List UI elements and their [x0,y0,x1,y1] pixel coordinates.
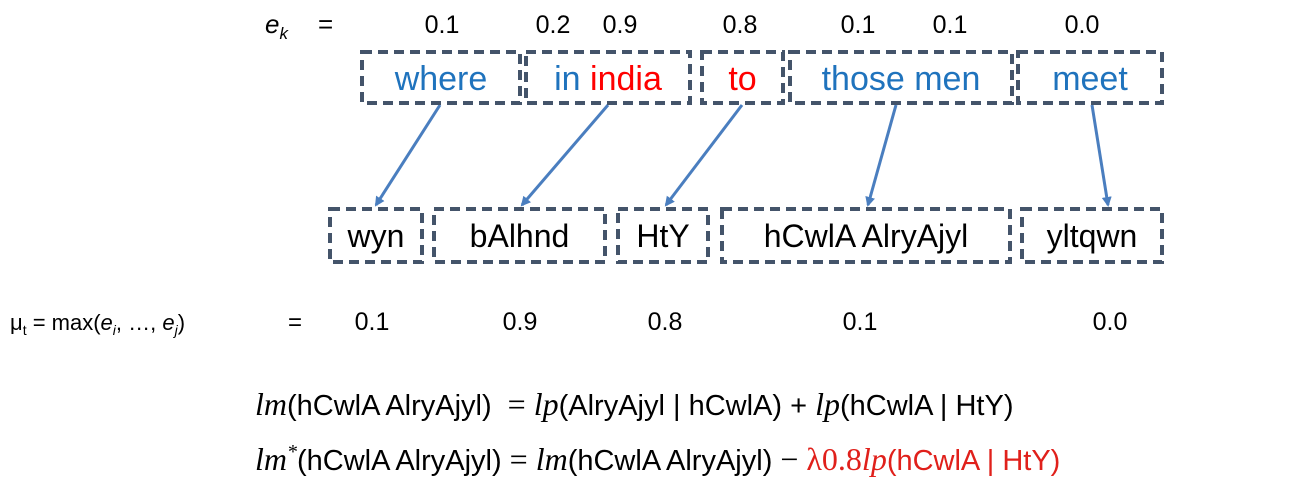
equation-part: lp [862,441,887,477]
source-box [788,50,1014,105]
mu-label: μt = max(ei, …, ej) [10,310,185,338]
ek-value: 0.1 [425,11,460,39]
equation-part: lp [815,386,840,422]
target-word: bAlhnd [470,218,570,254]
arrow [865,104,898,207]
mu-value: 0.0 [1093,308,1128,336]
ek-sub: k [279,24,289,43]
source-word: india [590,60,662,98]
ek-value: 0.0 [1065,11,1100,39]
mu-value: 0.8 [648,308,683,336]
ek-value: 0.1 [841,11,876,39]
mu-part: , …, [116,310,162,335]
equation-part: (hCwlA | HtY) [887,445,1061,477]
mu-eq: = [288,309,302,336]
mu-value: 0.9 [503,308,538,336]
mu-part: i [113,322,117,338]
mu-part: j [173,322,179,338]
target-word: HtY [636,218,689,254]
source-box [360,50,522,105]
target-box [432,207,607,264]
source-word: where [394,60,488,98]
source-word: to [728,60,756,98]
target-box [328,207,424,264]
arrow [520,104,610,207]
source-box [1016,50,1164,105]
source-word: meet [1052,60,1128,98]
equation-part: lm [255,441,287,477]
equation-part: (hCwlA AlryAjyl) [297,445,502,477]
equation-part: λ0.8 [806,441,862,477]
target-box [616,207,710,264]
equation-part: * [287,441,297,463]
mu-part: t [23,322,27,338]
equation-part: lm [255,386,287,422]
mu-value: 0.1 [355,308,390,336]
equation-part: − [772,441,806,477]
equation-part: (hCwlA AlryAjyl) [287,390,492,422]
mu-part: e [101,310,113,335]
source-phrase: those men [822,60,981,98]
ek-value: 0.8 [723,11,758,39]
target-word: hCwlA AlryAjyl [764,218,969,254]
arrows [374,104,1112,207]
source-box [524,50,692,105]
equation: lm(hCwlA AlryAjyl) = lp(AlryAjyl | hCwlA… [255,386,1013,422]
mu-part: ) [178,310,185,335]
equation-part: lp [534,386,559,422]
ek-value: 0.2 [536,11,571,39]
target-box [720,207,1012,264]
arrow [1090,104,1112,207]
ek-value: 0.1 [933,11,968,39]
target-word: wyn [347,218,405,254]
arrow [664,104,744,207]
source-phrase: to [728,60,756,98]
ek-base: e [265,9,279,39]
equation-part: (AlryAjyl | hCwlA) + [559,390,815,422]
mu-part: = max( [27,310,102,335]
equation-part: = [502,441,536,477]
source-word: in [554,60,580,98]
target-box [1020,207,1164,264]
arrow [374,104,442,207]
ek-eq: = [318,9,333,39]
ek-value: 0.9 [603,11,638,39]
ek-label: ek [265,9,289,43]
equation: lm*(hCwlA AlryAjyl) = lm(hCwlA AlryAjyl)… [255,441,1060,477]
mu-part: e [162,310,174,335]
mu-part: μ [10,310,23,335]
target-word: yltqwn [1047,218,1138,254]
source-phrase: where [394,60,488,98]
source-phrase: in india [554,60,662,98]
mu-value: 0.1 [843,308,878,336]
equation-part: = [492,386,534,422]
equation-part: lm [536,441,568,477]
source-box [700,50,785,105]
source-word: those men [822,60,981,98]
source-phrase: meet [1052,60,1128,98]
equation-part: (hCwlA AlryAjyl) [568,445,773,477]
equation-part: (hCwlA | HtY) [840,390,1014,422]
